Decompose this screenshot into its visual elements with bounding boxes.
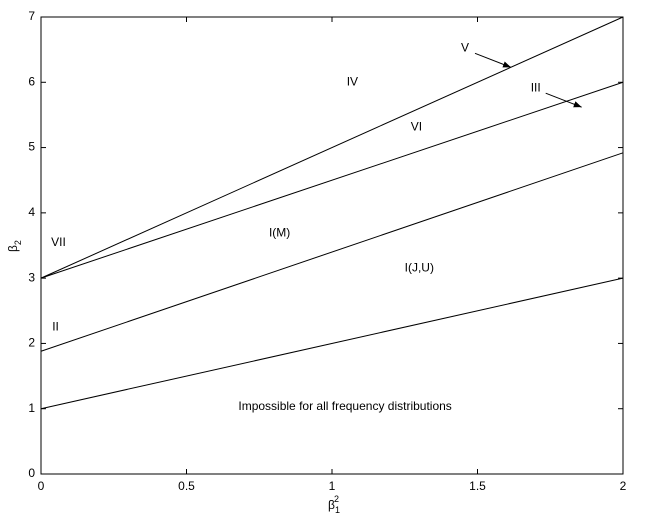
y-tick-label: 7	[28, 9, 35, 23]
y-tick-label: 2	[28, 336, 35, 350]
region-label: VI	[411, 120, 422, 134]
region-label: VII	[51, 235, 66, 249]
x-tick-label: 1	[329, 479, 336, 493]
region-label: Impossible for all frequency distributio…	[238, 399, 451, 413]
region-label: III	[531, 80, 541, 94]
x-tick-label: 0	[38, 479, 45, 493]
y-tick-label: 3	[28, 270, 35, 284]
y-tick-label: 4	[28, 205, 35, 219]
boundary-line	[40, 152, 624, 352]
region-label: I(M)	[269, 225, 290, 239]
region-label: I(J,U)	[405, 261, 434, 275]
boundary-line	[40, 277, 624, 410]
annotation-arrow	[474, 52, 512, 68]
x-tick-label: 2	[620, 479, 627, 493]
y-tick-label: 6	[28, 74, 35, 88]
region-label: II	[52, 319, 59, 333]
region-label: V	[461, 41, 469, 55]
y-tick-label: 0	[28, 466, 35, 480]
y-tick-label: 5	[28, 140, 35, 154]
y-axis-label: β2	[6, 240, 23, 252]
region-label: IV	[347, 74, 358, 88]
boundary-line	[40, 81, 624, 279]
x-axis-label: β12	[328, 494, 340, 515]
boundary-line	[40, 16, 624, 279]
x-tick-label: 1.5	[469, 479, 486, 493]
annotation-arrow	[545, 92, 582, 108]
y-tick-label: 1	[28, 401, 35, 415]
x-tick-label: 0.5	[178, 479, 195, 493]
